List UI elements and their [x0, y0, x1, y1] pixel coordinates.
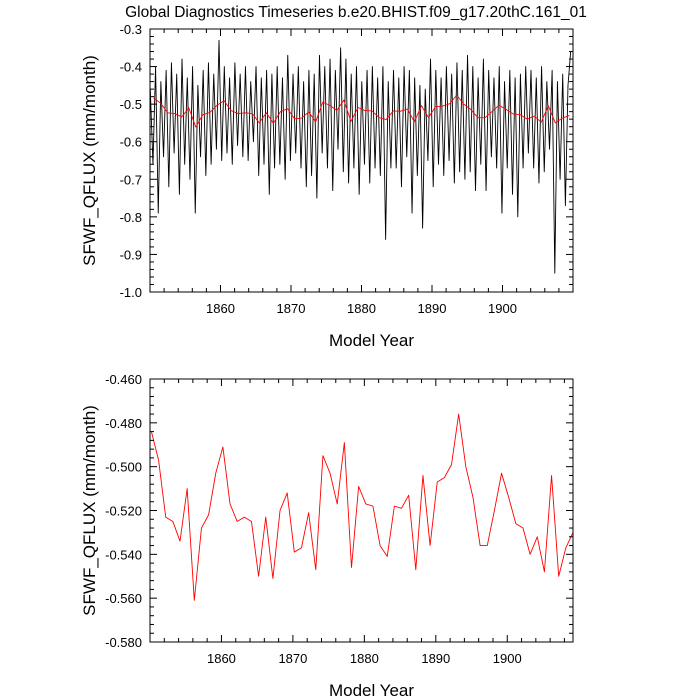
y-tick-label: -0.560 [105, 591, 142, 606]
y-axis-title: SFWF_QFLUX (mm/month) [80, 55, 99, 266]
chart-title: Global Diagnostics Timeseries b.e20.BHIS… [125, 4, 587, 21]
y-tick-label: -0.480 [105, 416, 142, 431]
x-tick-label: 1870 [277, 301, 306, 316]
y-tick-label: -0.8 [120, 210, 142, 225]
series-line-0 [150, 413, 574, 601]
y-tick-label: -0.540 [105, 547, 142, 562]
x-tick-label: 1890 [418, 301, 447, 316]
plot-frame [149, 378, 574, 643]
x-tick-label: 1860 [206, 301, 235, 316]
y-tick-label: -0.4 [120, 60, 142, 75]
x-tick-label: 1880 [350, 651, 379, 666]
x-tick-label: 1880 [347, 301, 376, 316]
bottom-panel: 1860 1870 1880 1890 1900 -0.580 -0.560 -0.540 -0… [80, 372, 574, 700]
y-axis-title: SFWF_QFLUX (mm/month) [80, 405, 99, 616]
series-line-1 [153, 94, 570, 128]
y-tick-label: -0.460 [105, 372, 142, 387]
x-tick-label: 1900 [488, 301, 517, 316]
y-tick-label: -0.6 [120, 135, 142, 150]
series-line-0 [149, 39, 572, 274]
top-panel: 1860 1870 1880 1890 1900 -1.0 -0.9 -0.8 -0.7 -0.6… [80, 22, 574, 350]
plot-frame [149, 28, 574, 293]
y-tick-label: -0.3 [120, 22, 142, 37]
y-tick-label: -0.580 [105, 635, 142, 650]
y-tick-label: -0.520 [105, 504, 142, 519]
x-tick-label: 1900 [493, 651, 522, 666]
x-tick-label: 1890 [421, 651, 450, 666]
x-axis-title: Model Year [329, 681, 414, 700]
y-tick-label: -0.5 [120, 97, 142, 112]
x-tick-label: 1870 [278, 651, 307, 666]
x-axis-title: Model Year [329, 331, 414, 350]
y-tick-label: -0.7 [120, 172, 142, 187]
x-tick-label: 1860 [207, 651, 236, 666]
y-tick-label: -1.0 [120, 285, 142, 300]
y-tick-label: -0.9 [120, 247, 142, 262]
y-tick-label: -0.500 [105, 460, 142, 475]
